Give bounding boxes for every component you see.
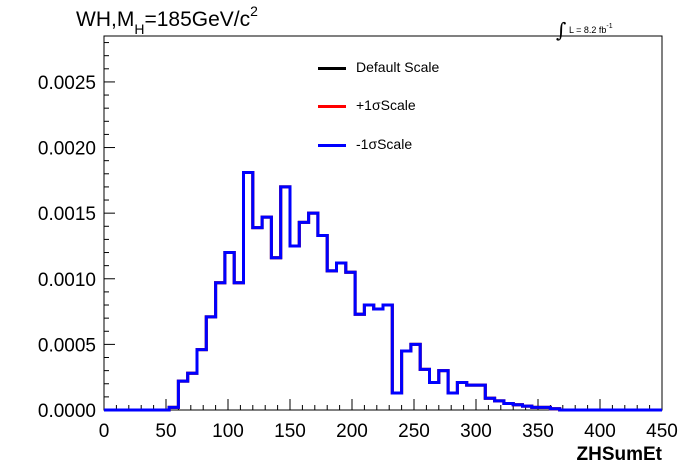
- title-mass: =185GeV/c: [144, 8, 251, 31]
- luminosity-unit-exponent: -1: [606, 23, 613, 30]
- legend-swatch-plus: [318, 105, 346, 108]
- x-tick-label: 0: [99, 421, 110, 442]
- y-tick-label: 0.0025: [38, 73, 96, 94]
- integral-sign: ∫: [556, 18, 567, 42]
- x-tick-labels: 0 50 100 150 200 250 300 350 400 450: [99, 421, 678, 442]
- title-subscript: H: [134, 21, 145, 37]
- title-main: WH,M: [76, 8, 135, 31]
- legend-swatch-minus: [318, 144, 346, 147]
- x-tick-label: 350: [522, 421, 554, 442]
- y-tick-labels: 0.0000 0.0005 0.0010 0.0015 0.0020 0.0025: [38, 73, 96, 422]
- y-tick-label: 0.0005: [38, 335, 96, 356]
- y-tick-label: 0.0010: [38, 270, 96, 291]
- series-minus1sigma-scale-line: [104, 170, 662, 412]
- title-superscript: 2: [250, 3, 258, 19]
- luminosity-value: L = 8.2 fb: [568, 25, 607, 35]
- x-tick-label: 200: [336, 421, 368, 442]
- x-axis-title: ZHSumEt: [577, 444, 663, 465]
- x-tick-label: 300: [460, 421, 492, 442]
- x-tick-label: 450: [646, 421, 678, 442]
- x-tick-label: 150: [274, 421, 306, 442]
- x-tick-label: 250: [398, 421, 430, 442]
- legend-label-default: Default Scale: [356, 59, 440, 75]
- chart-title: WH,MH=185GeV/c2: [76, 3, 258, 37]
- x-tick-label: 400: [584, 421, 616, 442]
- y-tick-label: 0.0020: [38, 139, 96, 160]
- plot-frame: [103, 35, 663, 411]
- y-tick-label: 0.0015: [38, 204, 96, 225]
- luminosity-label: ∫ L = 8.2 fb-1: [556, 14, 613, 42]
- x-tick-label: 50: [155, 421, 176, 442]
- legend-label-minus: -1σScale: [356, 136, 413, 152]
- legend-swatch-default: [318, 67, 346, 70]
- x-tick-label: 100: [212, 421, 244, 442]
- legend-label-plus: +1σScale: [356, 97, 416, 113]
- y-tick-label: 0.0000: [38, 401, 96, 422]
